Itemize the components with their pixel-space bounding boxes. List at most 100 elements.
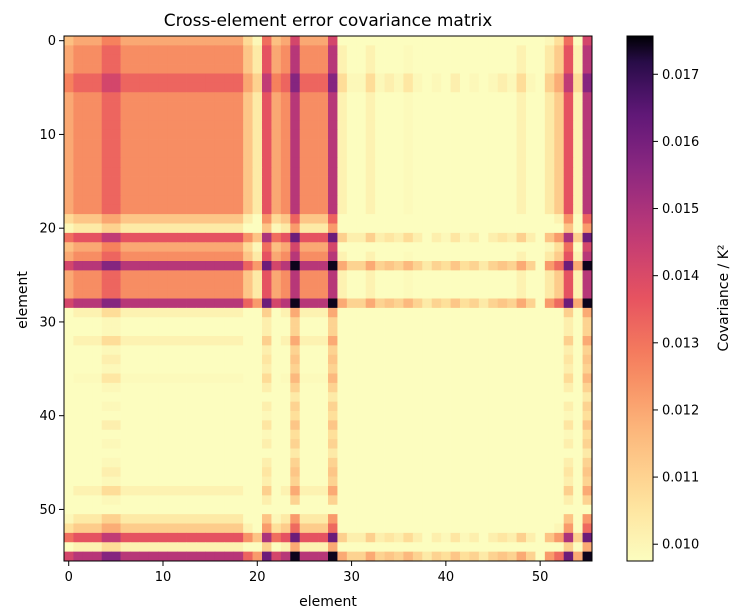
heatmap-cell — [233, 457, 244, 468]
heatmap-cell — [488, 120, 499, 131]
heatmap-cell — [280, 101, 291, 112]
heatmap-cell — [64, 429, 74, 440]
heatmap-cell — [544, 476, 555, 487]
heatmap-cell — [497, 195, 508, 206]
heatmap-cell — [64, 486, 74, 496]
heatmap-cell — [356, 364, 367, 374]
heatmap-cell — [356, 439, 367, 449]
heatmap-cell — [73, 139, 84, 149]
heatmap-cell — [488, 364, 499, 374]
heatmap-cell — [262, 532, 272, 543]
heatmap-cell — [535, 354, 546, 365]
heatmap-cell — [73, 307, 84, 318]
heatmap-cell — [111, 551, 121, 562]
heatmap-cell — [384, 36, 395, 46]
heatmap-cell — [243, 157, 253, 168]
heatmap-cell — [422, 429, 433, 440]
heatmap-cell — [403, 364, 414, 374]
heatmap-cell — [544, 373, 555, 384]
heatmap-cell — [497, 186, 508, 196]
heatmap-cell — [82, 317, 93, 327]
heatmap-cell — [158, 336, 169, 346]
heatmap-cell — [148, 317, 159, 327]
heatmap-cell — [280, 92, 291, 102]
heatmap-cell — [290, 261, 301, 271]
heatmap-cell — [271, 242, 282, 252]
heatmap-cell — [318, 139, 329, 149]
heatmap-cell — [346, 317, 357, 327]
heatmap-cell — [290, 476, 301, 487]
heatmap-cell — [139, 157, 150, 168]
heatmap-cell — [318, 420, 329, 431]
heatmap-cell — [544, 345, 555, 356]
heatmap-cell — [337, 457, 348, 468]
heatmap-cell — [337, 242, 348, 252]
heatmap-cell — [271, 232, 282, 243]
heatmap-cell — [309, 317, 319, 327]
heatmap-cell — [73, 82, 84, 93]
heatmap-cell — [196, 242, 206, 252]
heatmap-cell — [318, 111, 329, 121]
heatmap-cell — [139, 401, 150, 412]
heatmap-cell — [299, 420, 310, 431]
heatmap-cell — [375, 139, 385, 149]
heatmap-cell — [460, 204, 470, 215]
heatmap-cell — [554, 514, 565, 524]
heatmap-cell — [488, 429, 499, 440]
heatmap-cell — [271, 411, 282, 421]
heatmap-cell — [120, 45, 131, 56]
heatmap-cell — [403, 242, 414, 252]
heatmap-cell — [469, 73, 480, 84]
heatmap-cell — [224, 101, 235, 112]
heatmap-cell — [262, 157, 272, 168]
heatmap-cell — [233, 307, 244, 318]
heatmap-cell — [544, 101, 555, 112]
heatmap-cell — [573, 467, 583, 477]
heatmap-cell — [403, 73, 414, 84]
heatmap-cell — [450, 392, 461, 402]
heatmap-cell — [554, 298, 565, 309]
heatmap-cell — [167, 148, 178, 159]
heatmap-cell — [205, 307, 216, 318]
heatmap-cell — [431, 401, 442, 412]
heatmap-cell — [130, 307, 140, 318]
heatmap-cell — [73, 36, 84, 46]
heatmap-cell — [412, 326, 423, 337]
heatmap-cell — [120, 223, 131, 234]
heatmap-cell — [573, 92, 583, 102]
heatmap-cell — [346, 242, 357, 252]
heatmap-cell — [73, 336, 84, 346]
heatmap-cell — [526, 373, 536, 384]
heatmap-cell — [92, 504, 103, 515]
heatmap-cell — [582, 64, 593, 74]
heatmap-cell — [309, 101, 319, 112]
heatmap-cell — [167, 129, 178, 140]
heatmap-cell — [224, 504, 235, 515]
heatmap-cell — [356, 392, 367, 402]
heatmap-cell — [460, 232, 470, 243]
heatmap-cell — [346, 382, 357, 393]
heatmap-cell — [412, 92, 423, 102]
heatmap-cell — [280, 429, 291, 440]
heatmap-cell — [507, 186, 517, 196]
heatmap-cell — [262, 92, 272, 102]
heatmap-cell — [101, 223, 112, 234]
heatmap-cell — [167, 195, 178, 206]
heatmap-cell — [243, 476, 253, 487]
heatmap-cell — [186, 214, 197, 224]
heatmap-cell — [412, 279, 423, 290]
heatmap-cell — [573, 523, 583, 534]
heatmap-cell — [507, 195, 517, 206]
heatmap-cell — [365, 195, 376, 206]
heatmap-cell — [337, 448, 348, 459]
heatmap-cell — [224, 36, 235, 46]
colorbar-tick-label: 0.015 — [662, 202, 699, 217]
heatmap-cell — [92, 204, 103, 215]
heatmap-cell — [431, 411, 442, 421]
heatmap-cell — [469, 429, 480, 440]
heatmap-cell — [441, 204, 451, 215]
heatmap-cell — [582, 392, 593, 402]
heatmap-cell — [271, 195, 282, 206]
heatmap-cell — [346, 157, 357, 168]
